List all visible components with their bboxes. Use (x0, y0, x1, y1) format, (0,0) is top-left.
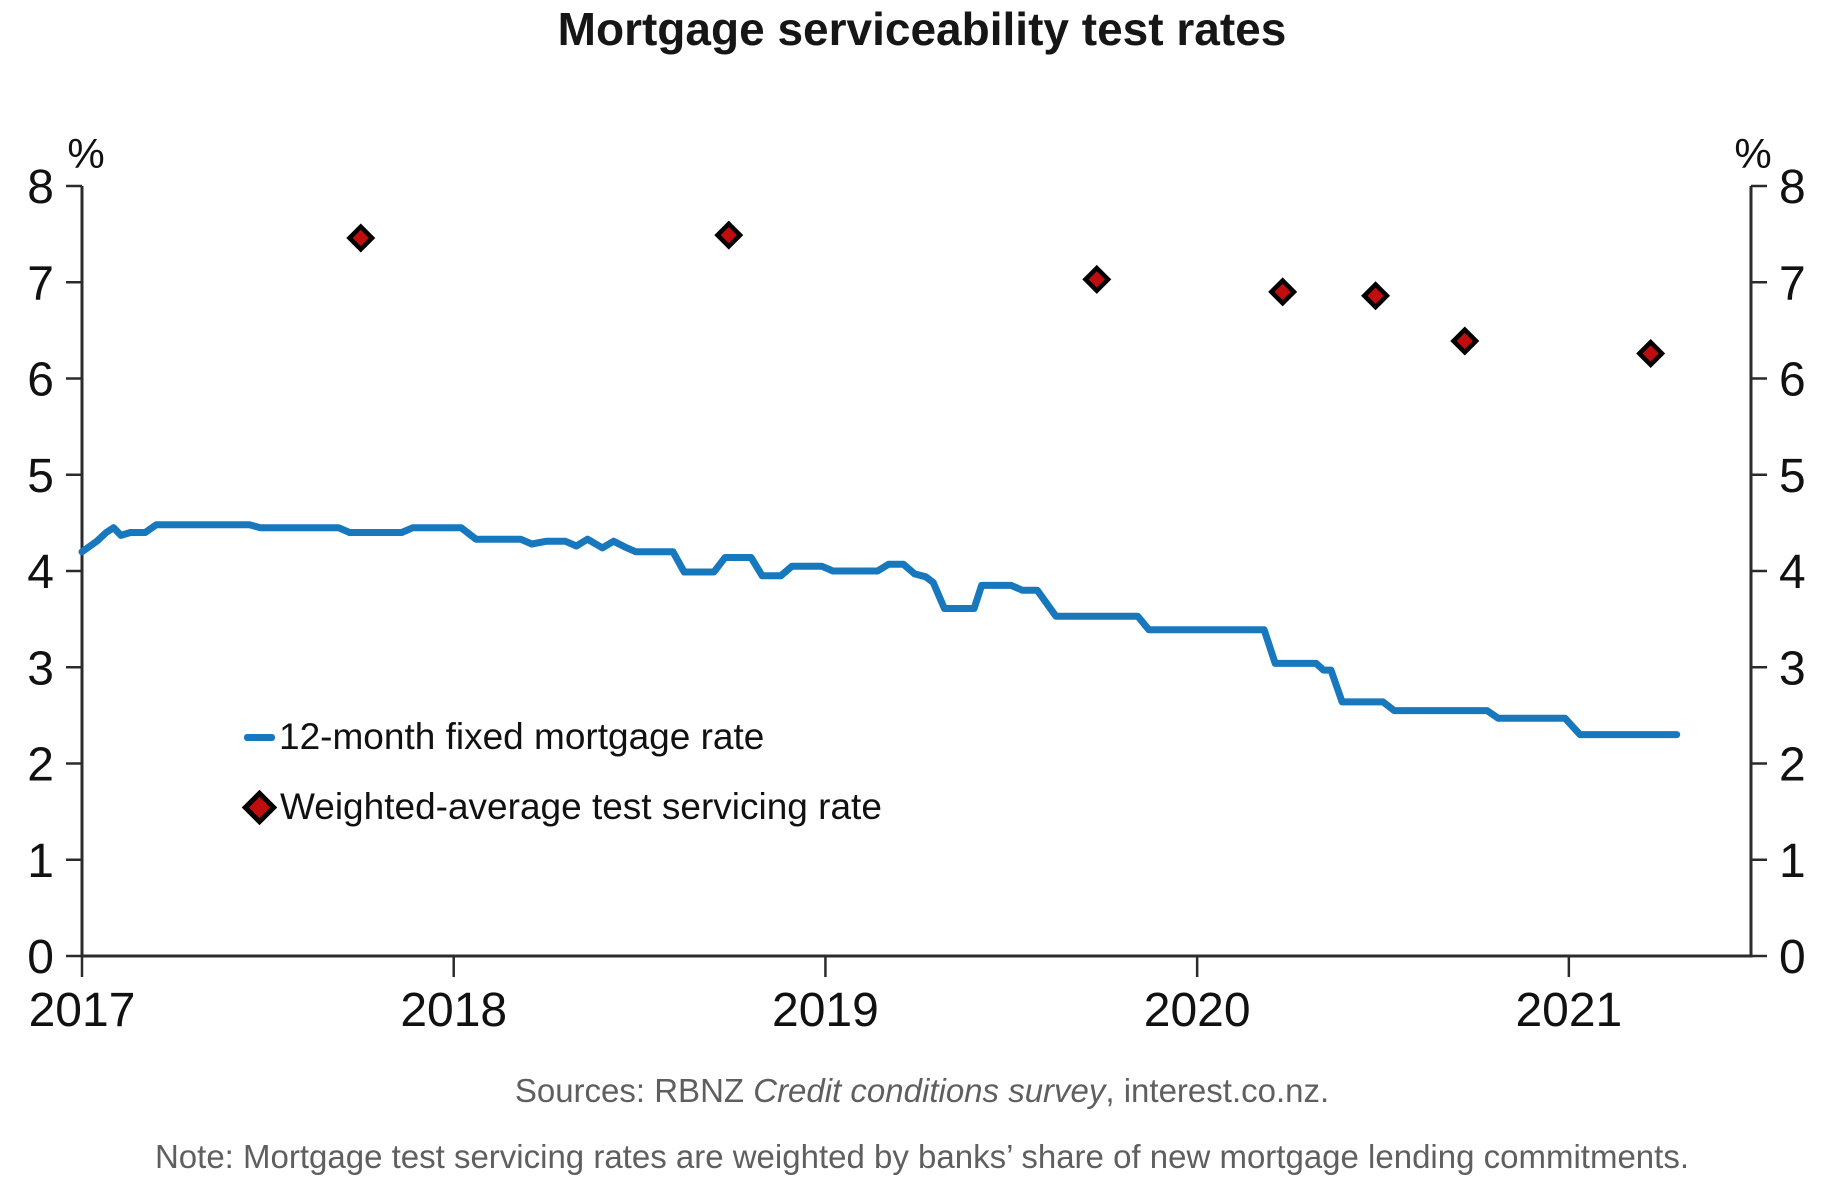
legend-item-test-rate: Weighted-average test servicing rate (241, 782, 882, 832)
legend-label: 12-month fixed mortgage rate (279, 716, 765, 757)
y-tick-label-left: 8 (27, 161, 54, 214)
y-tick-label-right: 8 (1779, 161, 1806, 214)
sources-survey-name: Credit conditions survey (753, 1072, 1106, 1109)
series-line-fixed-mortgage-rate (78, 521, 1681, 739)
legend-label: Weighted-average test servicing rate (280, 786, 882, 827)
y-tick-label-right: 4 (1779, 546, 1806, 599)
legend: 12-month fixed mortgage rate Weighted-av… (241, 712, 882, 832)
y-tick-label-right: 7 (1779, 257, 1806, 310)
y-tick-label-left: 2 (27, 739, 54, 792)
sources-line: Sources: RBNZ Credit conditions survey, … (0, 1072, 1844, 1110)
y-tick-label-right: 5 (1779, 450, 1806, 503)
scatter-point-test-rate (714, 220, 744, 250)
y-tick-label-left: 4 (27, 546, 54, 599)
y-tick-label-left: 0 (27, 931, 54, 984)
scatter-point-test-rate (1361, 281, 1391, 311)
y-tick-label-right: 6 (1779, 354, 1806, 407)
note-line: Note: Mortgage test servicing rates are … (154, 1138, 1690, 1175)
y-tick-label-right: 2 (1779, 739, 1806, 792)
x-tick-label: 2020 (1144, 984, 1251, 1037)
y-axis-unit-label-left: % (67, 130, 104, 177)
x-tick-label: 2019 (772, 984, 879, 1037)
scatter-point-test-rate (1268, 277, 1298, 307)
y-tick-label-left: 3 (27, 642, 54, 695)
x-tick-label: 2021 (1515, 984, 1622, 1037)
sources-text: Sources: RBNZ (514, 1072, 754, 1109)
scatter-point-test-rate (1636, 338, 1666, 368)
y-tick-label-right: 1 (1779, 835, 1806, 888)
y-tick-label-right: 0 (1779, 931, 1806, 984)
scatter-point-test-rate (1082, 264, 1112, 294)
y-tick-label-left: 5 (27, 450, 54, 503)
y-tick-label-left: 6 (27, 354, 54, 407)
scatter-point-test-rate (1450, 326, 1480, 356)
chart-title: Mortgage serviceability test rates (557, 3, 1287, 55)
line-swatch-icon (244, 733, 275, 741)
x-tick-label: 2018 (400, 984, 507, 1037)
y-tick-label-left: 7 (27, 257, 54, 310)
sources-text: , interest.co.nz. (1105, 1072, 1330, 1109)
y-axis-unit-label-right: % (1734, 130, 1771, 177)
y-tick-label-left: 1 (27, 835, 54, 888)
x-tick-label: 2017 (29, 984, 136, 1037)
legend-item-fixed-rate: 12-month fixed mortgage rate (244, 712, 882, 762)
diamond-swatch-icon (241, 789, 278, 825)
y-tick-label-right: 3 (1779, 642, 1806, 695)
scatter-point-test-rate (346, 223, 376, 253)
